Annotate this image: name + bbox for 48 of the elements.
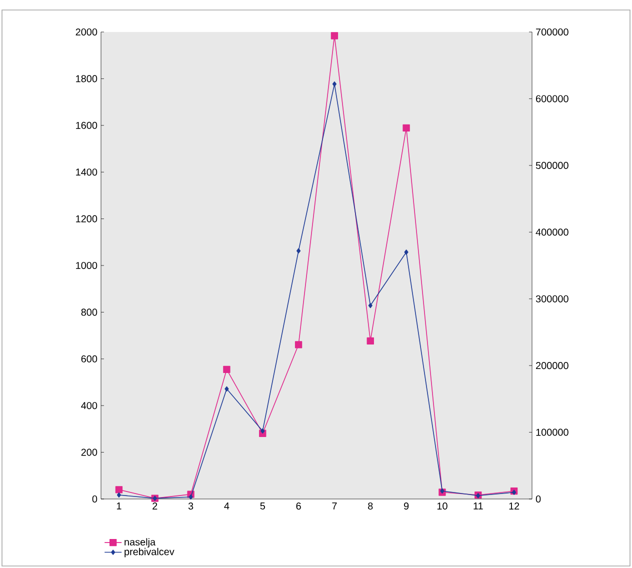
legend-label: naselja <box>124 538 156 548</box>
point <box>332 81 337 87</box>
y-tick-label: 0 <box>92 495 98 503</box>
x-tick-label: 6 <box>296 502 301 510</box>
y-tick-label: 1200 <box>76 215 98 222</box>
y2-tick-label: 100000 <box>536 428 568 436</box>
y2-tick-label: 600000 <box>536 95 568 102</box>
point <box>224 386 229 392</box>
y-tick-label: 1600 <box>76 122 98 129</box>
point <box>115 486 123 494</box>
y2-tick-label: 0 <box>536 495 541 503</box>
point <box>188 494 193 500</box>
y-tick-label: 600 <box>81 355 98 362</box>
y2-tick-label: 400000 <box>536 228 568 236</box>
y2-tick-label: 500000 <box>536 162 568 169</box>
x-tick-label: 12 <box>509 502 520 510</box>
point <box>260 428 265 434</box>
point <box>368 302 372 308</box>
x-tick-label: 1 <box>116 502 122 510</box>
point <box>402 124 410 132</box>
y2-tick-label: 300000 <box>536 295 568 302</box>
x-tick-label: 8 <box>368 502 373 510</box>
y-tick-label: 1000 <box>76 262 98 270</box>
y-tick-label: 1800 <box>76 75 98 82</box>
y-tick-label: 2000 <box>76 28 98 36</box>
y-tick-label: 400 <box>81 402 98 410</box>
x-tick-label: 4 <box>224 502 230 510</box>
point <box>223 366 230 373</box>
y-tick-label: 1400 <box>76 168 98 176</box>
point <box>330 32 338 40</box>
point <box>366 337 374 345</box>
x-tick-label: 9 <box>404 502 409 510</box>
point <box>512 490 516 495</box>
point <box>294 341 302 348</box>
y2-tick-label: 200000 <box>536 362 568 370</box>
point <box>296 248 301 254</box>
x-tick-label: 2 <box>152 502 158 510</box>
y-tick-label: 200 <box>81 448 98 456</box>
point <box>116 492 122 498</box>
x-tick-label: 11 <box>474 502 483 510</box>
x-tick-label: 7 <box>332 502 337 510</box>
x-tick-label: 3 <box>188 502 194 510</box>
x-tick-label: 5 <box>260 502 265 510</box>
legend-label: prebivalcev <box>124 548 174 558</box>
y-tick-label: 800 <box>81 308 98 316</box>
x-tick-label: 10 <box>437 502 448 510</box>
y2-tick-label: 700000 <box>536 28 568 36</box>
point <box>404 250 408 255</box>
